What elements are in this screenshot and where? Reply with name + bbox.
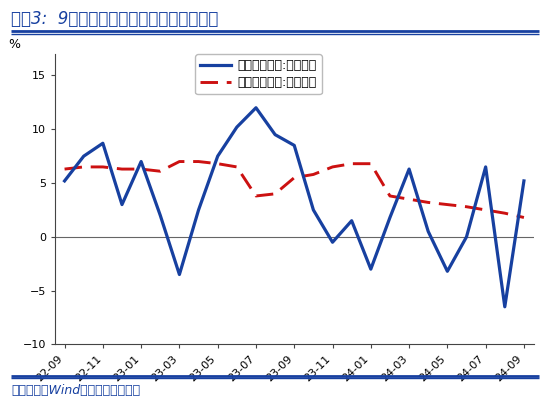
公共财政支出:当月同比 <box>272 132 278 137</box>
公共财政支出:当月同比 <box>502 304 508 309</box>
公共财政支出:累计同比 <box>61 166 68 171</box>
公共财政支出:累计同比 <box>272 191 278 196</box>
公共财政支出:累计同比 <box>138 166 145 171</box>
Text: 图表3:  9月一般公共财政支出增速明显加快: 图表3: 9月一般公共财政支出增速明显加快 <box>11 10 218 28</box>
Line: 公共财政支出:当月同比: 公共财政支出:当月同比 <box>64 108 524 307</box>
公共财政支出:当月同比 <box>252 105 259 110</box>
公共财政支出:当月同比 <box>482 164 489 169</box>
公共财政支出:累计同比 <box>406 197 412 202</box>
公共财政支出:当月同比 <box>521 178 527 183</box>
公共财政支出:当月同比 <box>291 143 298 148</box>
公共财政支出:当月同比 <box>463 234 470 239</box>
公共财政支出:当月同比 <box>310 208 317 212</box>
公共财政支出:累计同比 <box>234 164 240 169</box>
公共财政支出:累计同比 <box>119 166 125 171</box>
公共财政支出:累计同比 <box>367 161 374 166</box>
公共财政支出:当月同比 <box>119 202 125 207</box>
公共财政支出:当月同比 <box>157 213 163 218</box>
公共财政支出:当月同比 <box>195 208 202 212</box>
公共财政支出:当月同比 <box>348 218 355 223</box>
公共财政支出:当月同比 <box>176 272 183 277</box>
公共财政支出:累计同比 <box>291 175 298 180</box>
公共财政支出:累计同比 <box>348 161 355 166</box>
公共财政支出:当月同比 <box>214 154 221 159</box>
Text: %: % <box>8 38 20 51</box>
公共财政支出:累计同比 <box>463 204 470 209</box>
Text: 资料来源：Wind，国盛证券研究所: 资料来源：Wind，国盛证券研究所 <box>11 384 140 397</box>
公共财政支出:累计同比 <box>444 202 450 207</box>
公共财政支出:累计同比 <box>329 164 336 169</box>
公共财政支出:累计同比 <box>310 172 317 177</box>
公共财政支出:累计同比 <box>482 208 489 212</box>
公共财政支出:累计同比 <box>502 211 508 216</box>
公共财政支出:当月同比 <box>444 269 450 274</box>
公共财政支出:当月同比 <box>406 166 412 171</box>
公共财政支出:当月同比 <box>234 124 240 129</box>
公共财政支出:累计同比 <box>425 200 432 205</box>
公共财政支出:当月同比 <box>80 154 87 159</box>
公共财政支出:累计同比 <box>214 161 221 166</box>
公共财政支出:累计同比 <box>176 159 183 164</box>
公共财政支出:累计同比 <box>157 169 163 174</box>
公共财政支出:累计同比 <box>387 193 393 198</box>
公共财政支出:当月同比 <box>329 240 336 245</box>
Legend: 公共财政支出:当月同比, 公共财政支出:累计同比: 公共财政支出:当月同比, 公共财政支出:累计同比 <box>195 54 322 94</box>
公共财政支出:当月同比 <box>100 141 106 146</box>
公共财政支出:当月同比 <box>138 159 145 164</box>
公共财政支出:当月同比 <box>425 229 432 234</box>
公共财政支出:累计同比 <box>252 193 259 198</box>
公共财政支出:当月同比 <box>367 267 374 272</box>
公共财政支出:当月同比 <box>387 215 393 220</box>
公共财政支出:累计同比 <box>80 164 87 169</box>
公共财政支出:当月同比 <box>61 178 68 183</box>
公共财政支出:累计同比 <box>521 215 527 220</box>
公共财政支出:累计同比 <box>195 159 202 164</box>
Line: 公共财政支出:累计同比: 公共财政支出:累计同比 <box>64 161 524 217</box>
公共财政支出:累计同比 <box>100 164 106 169</box>
